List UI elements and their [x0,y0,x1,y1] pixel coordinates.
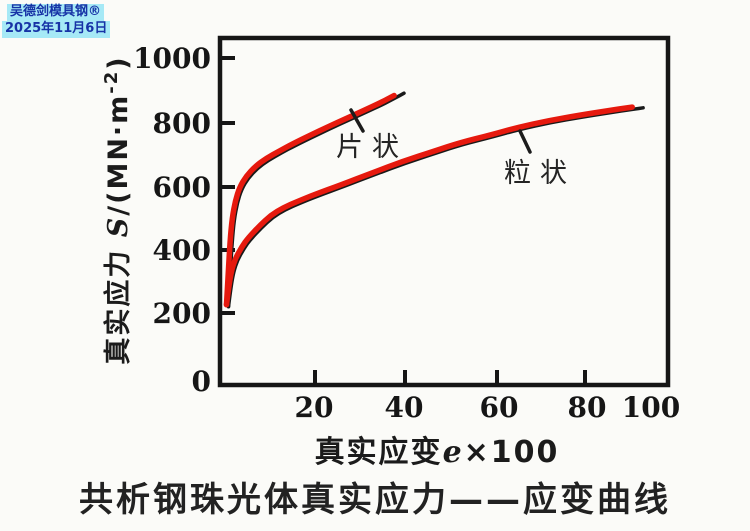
y-tick-label-400: 400 [153,234,211,267]
watermark-date: 2025年11月6日 [2,21,111,38]
curves-layer [223,91,645,309]
x-tick-labels: 20 40 60 80 100 [295,391,681,424]
x-axis-title-scale: ×100 [464,435,560,470]
curve-print-lamellar [226,91,406,309]
leader-line-lamellar [349,108,365,133]
x-axis-title-symbol: e [443,435,464,470]
y-tick-labels: 1000 800 600 400 200 0 [133,42,211,398]
y-tick-label-800: 800 [153,107,211,140]
y-axis-title-text: 真实应力 [102,237,134,364]
x-tick-label-20: 20 [295,391,334,424]
y-tick-label-200: 200 [153,297,211,330]
series-label-lamellar: 片状 [336,132,408,163]
y-axis-title-exponent: -2 [101,70,122,94]
x-tick-label-100: 100 [622,391,680,424]
chart-caption: 共析钢珠光体真实应力——应变曲线 [79,480,671,520]
y-tick-label-0: 0 [192,365,211,398]
leader-line-granular [518,129,532,154]
curve-lamellar [223,92,397,308]
y-axis-title: 真实应力 S/(MN·m-2) [101,55,134,364]
y-axis-title-unit: /(MN·m [103,94,134,216]
x-tick-label-60: 60 [480,391,519,424]
curve-granular [223,104,635,308]
x-axis-title-text: 真实应变 [315,435,443,470]
series-label-granular: 粒状 [504,158,576,189]
plot-frame [217,35,671,388]
watermark: 吴德剑模具钢® 2025年11月6日 [2,4,111,38]
y-axis-title-close: ) [103,55,134,69]
watermark-brand: 吴德剑模具钢® [7,4,105,21]
y-axis-title-symbol: S [103,216,134,238]
x-tick-label-80: 80 [568,391,607,424]
y-tick-label-1000: 1000 [133,42,211,75]
x-axis-ticks [313,370,587,385]
x-tick-label-40: 40 [385,391,424,424]
y-tick-label-600: 600 [153,171,211,204]
x-axis-title: 真实应变e×100 [315,435,560,470]
